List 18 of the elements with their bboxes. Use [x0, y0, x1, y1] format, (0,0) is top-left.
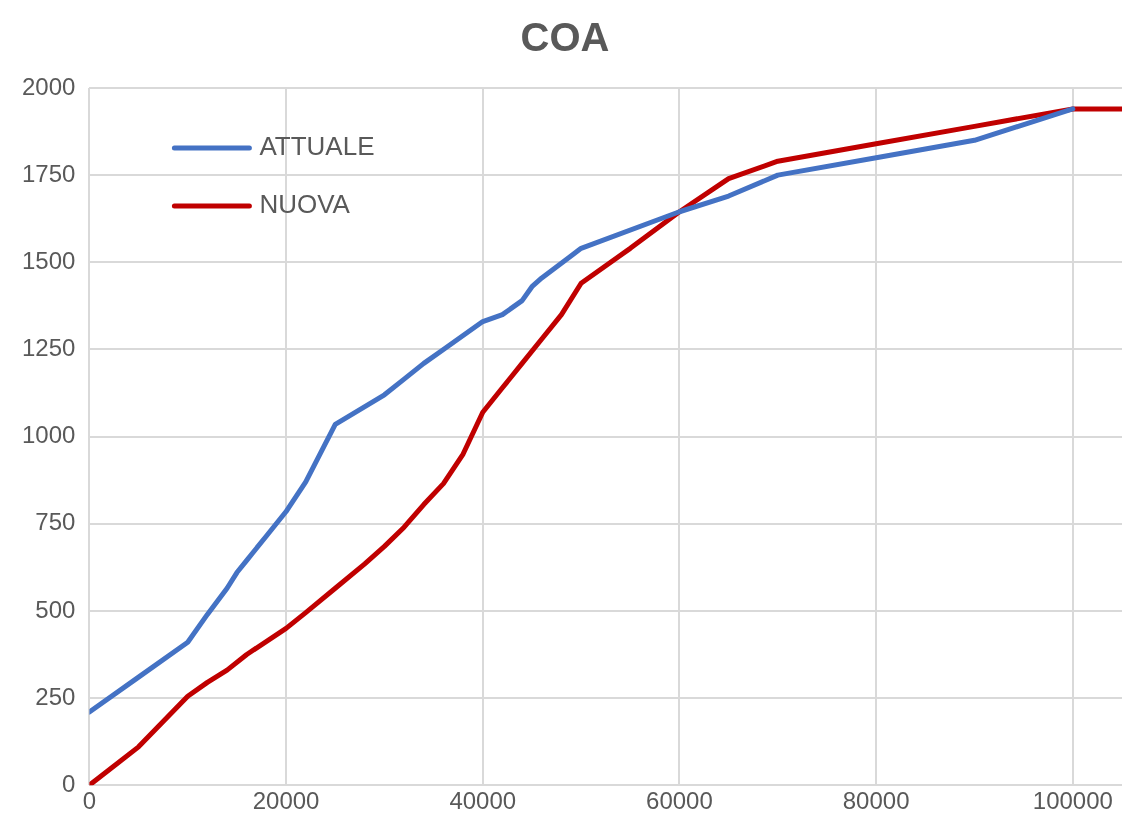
- x-tick-label: 100000: [1032, 787, 1113, 815]
- y-tick-label: 0: [62, 769, 76, 797]
- x-tick-label: 40000: [449, 787, 517, 815]
- y-tick-label: 2000: [22, 72, 76, 100]
- x-tick-label: 20000: [252, 787, 320, 815]
- x-tick-label: 0: [82, 787, 97, 815]
- y-tick-label: 1000: [22, 421, 76, 449]
- y-tick-label: 1500: [22, 246, 76, 274]
- y-tick-label: 1250: [22, 334, 76, 362]
- y-tick-label: 500: [35, 595, 76, 623]
- legend-label: NUOVA: [259, 189, 351, 220]
- y-tick-label: 750: [35, 508, 76, 536]
- y-tick-label: 1750: [22, 159, 76, 187]
- chart-title: COA: [520, 15, 610, 60]
- x-tick-label: 60000: [646, 787, 713, 815]
- y-tick-label: 250: [35, 682, 76, 710]
- legend-label: ATTUALE: [259, 131, 375, 162]
- x-tick-label: 80000: [842, 787, 910, 815]
